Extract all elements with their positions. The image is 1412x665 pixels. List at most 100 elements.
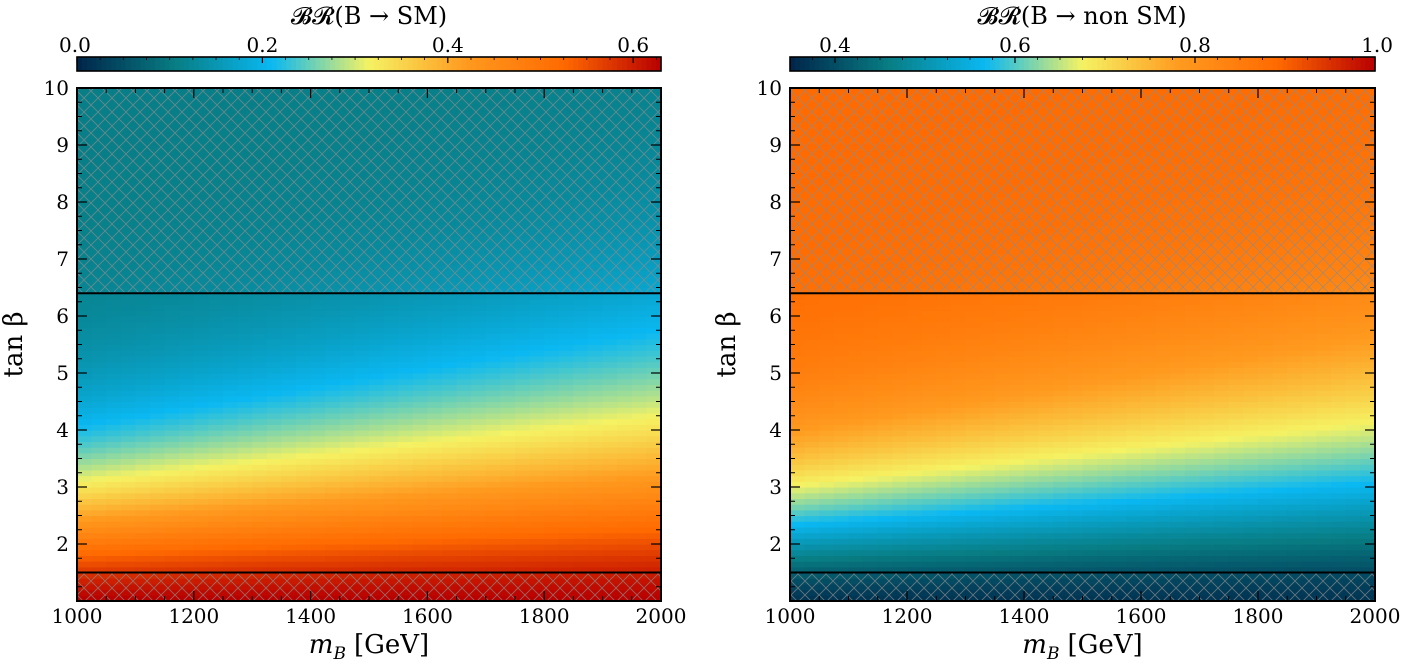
- heatmap-cell: [106, 555, 122, 562]
- heatmap-cell: [602, 555, 618, 562]
- heatmap-cell: [120, 481, 136, 488]
- heatmap-cell: [120, 566, 136, 574]
- colorbar-cell: [154, 57, 161, 71]
- heatmap-cell: [266, 538, 282, 545]
- heatmap-cell: [456, 333, 472, 340]
- heatmap-cell: [120, 418, 136, 425]
- heatmap-cell: [588, 384, 604, 391]
- heatmap-cell: [296, 378, 312, 385]
- heatmap-cell: [456, 458, 472, 465]
- heatmap-cell: [877, 509, 893, 517]
- heatmap-cell: [106, 350, 122, 357]
- heatmap-cell: [179, 355, 195, 363]
- heatmap-cell: [573, 373, 589, 380]
- heatmap-cell: [91, 509, 107, 517]
- heatmap-cell: [383, 401, 399, 408]
- heatmap-cell: [965, 538, 981, 545]
- heatmap-cell: [588, 401, 604, 408]
- heatmap-cell: [281, 532, 297, 539]
- colorbar-cell: [247, 57, 253, 71]
- heatmap-cell: [588, 469, 604, 477]
- heatmap-cell: [383, 361, 399, 368]
- heatmap-cell: [950, 566, 967, 574]
- heatmap-cell: [907, 361, 923, 368]
- heatmap-cell: [296, 361, 312, 368]
- heatmap-cell: [848, 355, 864, 363]
- heatmap-cell: [296, 298, 312, 306]
- colorbar-tick-label: 0.2: [246, 33, 278, 57]
- heatmap-cell: [106, 447, 122, 454]
- heatmap-cell: [819, 384, 835, 391]
- heatmap-cell: [164, 361, 180, 368]
- heatmap-cell: [427, 566, 443, 574]
- heatmap-cell: [339, 498, 355, 505]
- heatmap-cell: [91, 475, 107, 482]
- colorbar-cell: [529, 57, 536, 71]
- heatmap-cell: [193, 526, 209, 534]
- heatmap-cell: [588, 430, 604, 437]
- heatmap-cell: [646, 441, 662, 448]
- heatmap-cell: [208, 321, 224, 328]
- heatmap-cell: [223, 452, 239, 460]
- heatmap-cell: [252, 544, 268, 551]
- colorbar-cell: [296, 57, 302, 71]
- heatmap-cell: [369, 401, 385, 408]
- heatmap-cell: [106, 333, 122, 340]
- heatmap-cell: [515, 555, 531, 562]
- heatmap-cell: [252, 304, 268, 311]
- heatmap-cell: [412, 538, 428, 545]
- heatmap-cell: [164, 304, 180, 311]
- colorbar-cell: [140, 57, 146, 71]
- heatmap-cell: [106, 566, 122, 574]
- heatmap-cell: [339, 293, 355, 300]
- heatmap-cell: [150, 561, 166, 568]
- heatmap-cell: [164, 481, 180, 488]
- heatmap-cell: [573, 344, 589, 351]
- heatmap-cell: [602, 544, 618, 551]
- heatmap-cell: [907, 333, 923, 340]
- heatmap-cell: [950, 321, 967, 328]
- heatmap-cell: [442, 367, 458, 374]
- heatmap-cell: [281, 333, 297, 340]
- heatmap-cell: [442, 435, 458, 442]
- heatmap-cell: [193, 424, 209, 431]
- heatmap-cell: [354, 407, 370, 414]
- heatmap-cell: [833, 327, 850, 334]
- heatmap-cell: [515, 384, 531, 391]
- heatmap-cell: [573, 441, 589, 448]
- heatmap-cell: [208, 412, 224, 420]
- heatmap-cell: [907, 430, 923, 437]
- heatmap-cell: [223, 395, 239, 403]
- heatmap-cell: [646, 481, 662, 488]
- heatmap-cell: [237, 316, 253, 323]
- heatmap-cell: [106, 561, 122, 568]
- heatmap-cell: [790, 561, 806, 568]
- heatmap-cell: [529, 430, 545, 437]
- heatmap-cell: [529, 401, 545, 408]
- heatmap-cell: [369, 561, 385, 568]
- heatmap-cell: [150, 515, 166, 522]
- heatmap-cell: [500, 327, 516, 334]
- heatmap-cell: [515, 521, 531, 528]
- heatmap-cell: [646, 333, 662, 340]
- heatmap-cell: [354, 544, 370, 551]
- heatmap-cell: [296, 526, 312, 534]
- heatmap-cell: [442, 378, 458, 385]
- heatmap-cell: [296, 401, 312, 408]
- heatmap-cell: [442, 447, 458, 454]
- heatmap-cell: [588, 498, 604, 505]
- heatmap-cell: [398, 378, 414, 385]
- colorbar-cell: [393, 57, 399, 71]
- heatmap-cell: [120, 350, 136, 357]
- heatmap-cell: [354, 498, 370, 505]
- heatmap-cell: [325, 430, 341, 437]
- heatmap-cell: [877, 395, 893, 403]
- heatmap-cell: [602, 321, 618, 328]
- heatmap-cell: [877, 492, 893, 499]
- heatmap-cell: [339, 321, 355, 328]
- heatmap-cell: [485, 504, 501, 511]
- heatmap-cell: [150, 447, 166, 454]
- heatmap-cell: [558, 373, 574, 380]
- heatmap-cell: [427, 521, 443, 528]
